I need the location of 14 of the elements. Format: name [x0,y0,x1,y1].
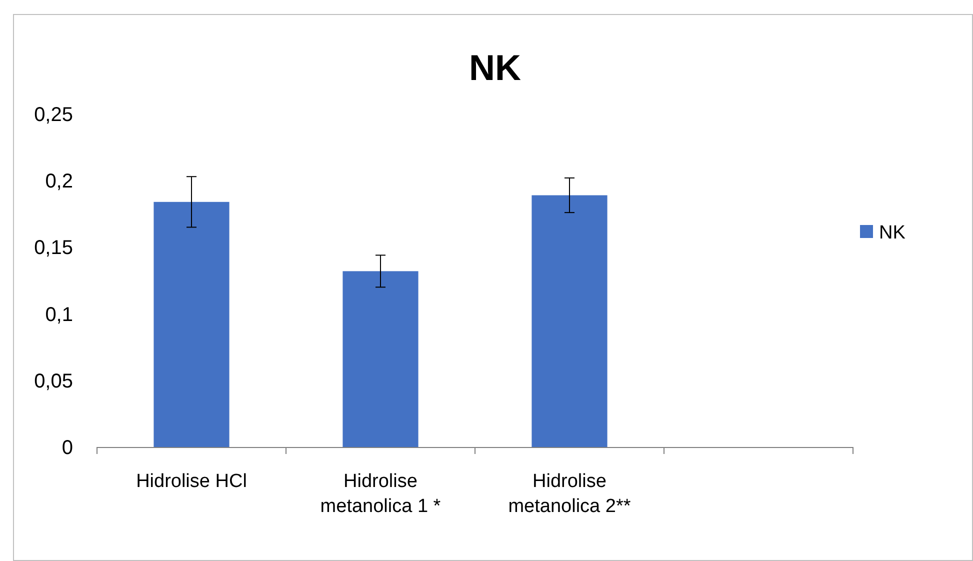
x-tick-label: Hidrolise metanolica 1 * [320,471,442,517]
y-tick-label: 0 [62,437,73,459]
bar [154,202,230,447]
bar [342,271,418,447]
y-tick-label: 0,2 [45,170,73,193]
y-tick-label: 0,25 [34,104,73,126]
y-tick-label: 0,1 [45,304,73,326]
chart-title: NK [469,47,521,88]
x-tick-label: Hidrolise HCl [136,471,247,492]
legend-label: NK [879,222,906,244]
y-tick-label: 0,05 [34,370,73,392]
bar [532,195,608,447]
x-tick-label: Hidrolise metanolica 2** [508,471,632,517]
y-tick-label: 0,15 [34,237,73,260]
